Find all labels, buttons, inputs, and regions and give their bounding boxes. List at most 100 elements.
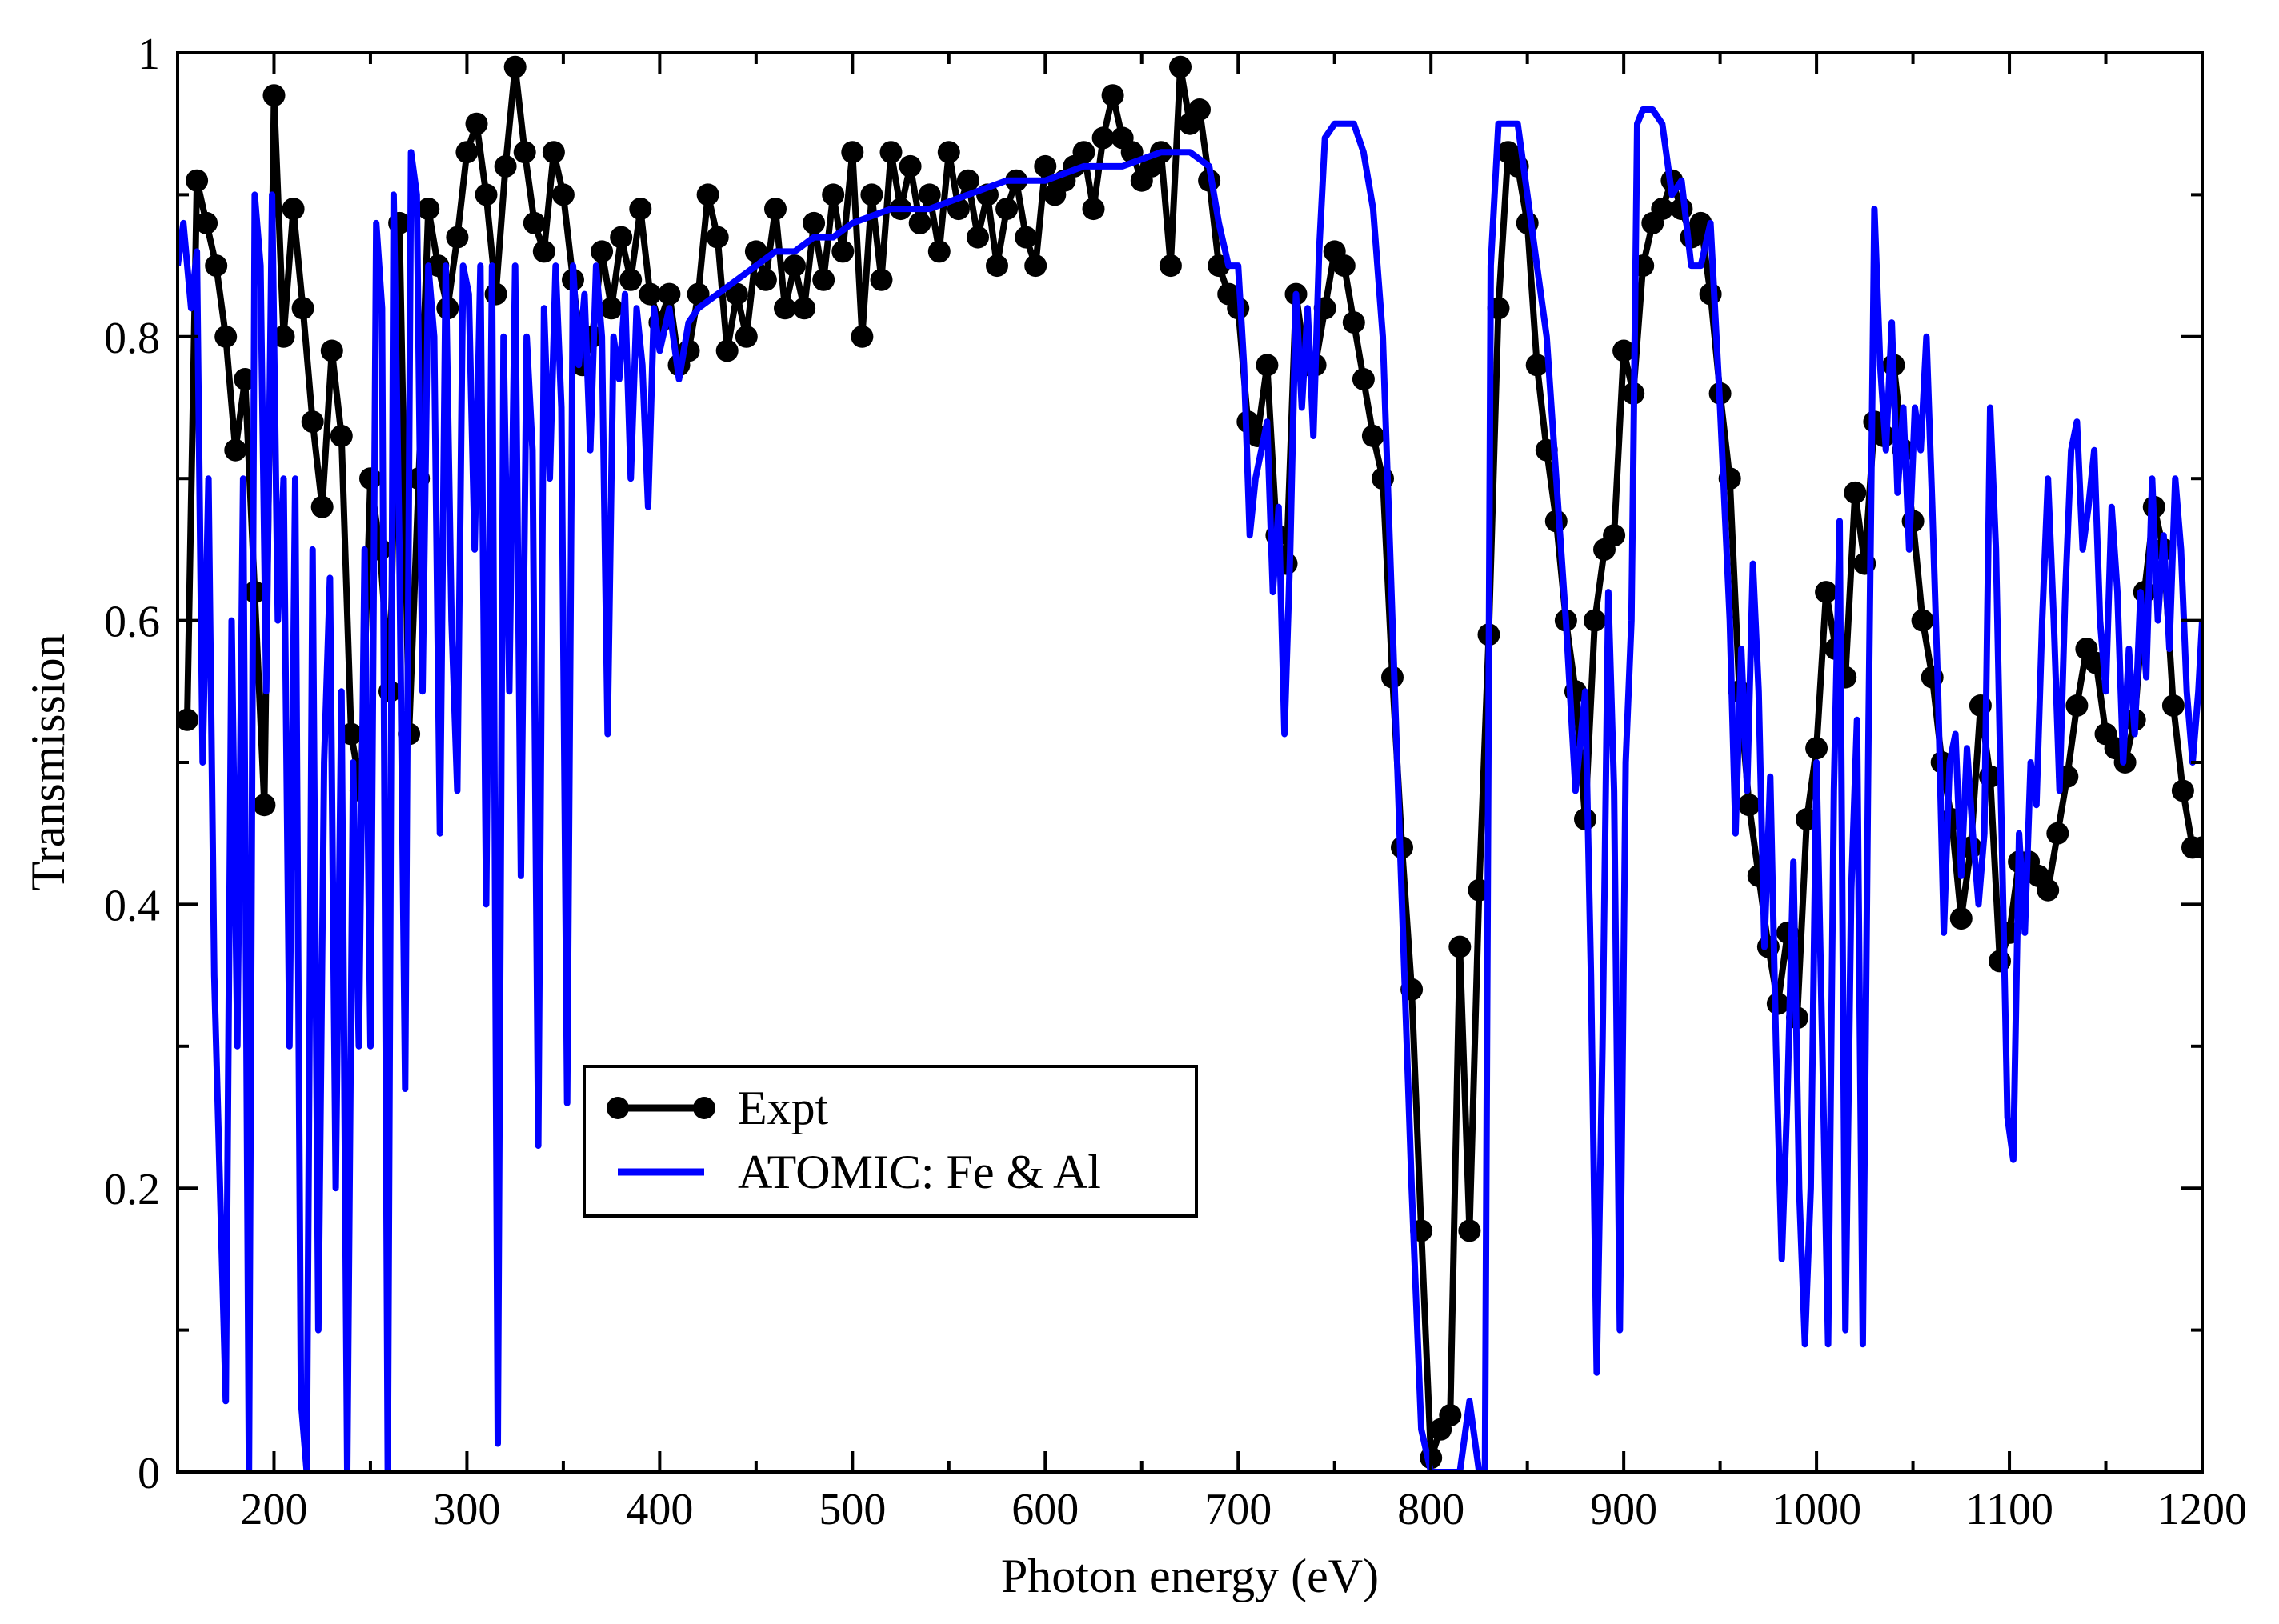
expt-point: [1256, 354, 1279, 377]
expt-point: [908, 211, 931, 234]
expt-point: [744, 240, 767, 263]
expt-point: [359, 467, 382, 490]
expt-point: [224, 438, 247, 462]
expt-point: [986, 254, 1008, 278]
y-axis-title: Transmission: [22, 634, 74, 890]
expt-point: [2171, 779, 2194, 802]
y-tick-label: 0: [138, 1449, 160, 1498]
x-tick-label: 700: [1204, 1485, 1272, 1534]
expt-point: [783, 254, 806, 278]
expt-point: [725, 282, 748, 306]
expt-point: [1024, 254, 1047, 278]
expt-point: [918, 183, 941, 206]
expt-point: [639, 282, 662, 306]
expt-point: [1448, 935, 1472, 958]
y-tick-label: 0.2: [104, 1165, 160, 1214]
x-tick-label: 1100: [1965, 1485, 2053, 1534]
series-atomic: [178, 106, 2202, 1472]
expt-point: [417, 198, 440, 221]
x-tick-label: 500: [819, 1485, 886, 1534]
y-tick-label: 0.6: [104, 598, 160, 647]
expt-point: [967, 226, 989, 249]
y-tick-label: 0.8: [104, 314, 160, 363]
expt-point: [754, 268, 777, 291]
expt-point: [658, 282, 681, 306]
axis-tick-labels: 200 300 400 500 600 700 800 900 1000 1100 1200 0 0.2…: [104, 30, 2247, 1534]
expt-point: [446, 226, 469, 249]
expt-point: [205, 254, 228, 278]
expt-point: [2161, 694, 2185, 717]
atomic-line: [178, 106, 2202, 1472]
expt-point: [2065, 694, 2089, 717]
expt-point: [272, 325, 295, 348]
expt-point: [1072, 141, 1095, 164]
expt-point: [696, 183, 719, 206]
expt-point: [860, 183, 883, 206]
expt-point: [956, 169, 979, 192]
x-tick-label: 800: [1397, 1485, 1464, 1534]
expt-point: [735, 325, 758, 348]
expt-point: [339, 722, 362, 746]
x-tick-label: 400: [626, 1485, 693, 1534]
expt-point: [1342, 311, 1365, 334]
expt-point: [1815, 581, 1838, 604]
expt-point: [1015, 226, 1038, 249]
expt-point: [1361, 425, 1384, 447]
expt-point: [1101, 84, 1124, 107]
expt-point: [1352, 368, 1375, 390]
expt-point: [465, 112, 488, 135]
expt-point: [455, 141, 479, 164]
expt-point: [2046, 822, 2069, 845]
expt-point: [870, 268, 893, 291]
axis-ticks: [176, 51, 2204, 1474]
expt-point: [320, 339, 343, 362]
expt-point: [803, 211, 826, 234]
expt-point: [774, 297, 796, 320]
y-tick-label: 1: [138, 30, 160, 79]
expt-point: [851, 325, 874, 348]
expt-point: [995, 198, 1019, 221]
expt-point: [551, 183, 575, 206]
expt-point: [1332, 254, 1356, 278]
expt-point: [1439, 1404, 1462, 1426]
expt-point: [1603, 524, 1626, 547]
expt-point: [475, 183, 498, 206]
expt-point: [793, 297, 816, 320]
expt-point: [282, 198, 305, 221]
x-tick-label: 1200: [2157, 1485, 2247, 1534]
expt-point: [687, 282, 710, 306]
expt-point: [629, 198, 652, 221]
expt-point: [610, 226, 633, 249]
expt-point: [822, 183, 845, 206]
expt-point: [879, 141, 903, 164]
expt-point: [831, 240, 855, 263]
expt-point: [1796, 808, 1818, 830]
expt-point: [841, 141, 864, 164]
expt-point: [494, 154, 517, 178]
legend: Expt ATOMIC: Fe & Al: [583, 1065, 1198, 1218]
expt-point: [1805, 737, 1828, 760]
expt-point: [2037, 878, 2060, 902]
y-tick-label: 0.4: [104, 881, 160, 930]
x-tick-label: 900: [1590, 1485, 1657, 1534]
expt-point: [927, 240, 951, 263]
expt-point: [1612, 339, 1636, 362]
expt-point: [600, 297, 623, 320]
expt-point: [234, 368, 257, 390]
expt-point: [715, 339, 739, 362]
expt-point: [1949, 907, 1973, 930]
plot-area: [178, 55, 2202, 1472]
expt-point: [178, 708, 198, 731]
expt-point: [812, 268, 835, 291]
expt-point: [214, 325, 238, 348]
legend-expt-label: Expt: [738, 1082, 829, 1134]
expt-point: [1159, 254, 1182, 278]
expt-point: [1651, 198, 1674, 221]
expt-point: [1699, 282, 1722, 306]
expt-point: [1034, 154, 1057, 178]
expt-point: [513, 141, 536, 164]
expt-point: [1911, 609, 1934, 632]
expt-point: [253, 794, 276, 817]
expt-point: [330, 425, 353, 447]
